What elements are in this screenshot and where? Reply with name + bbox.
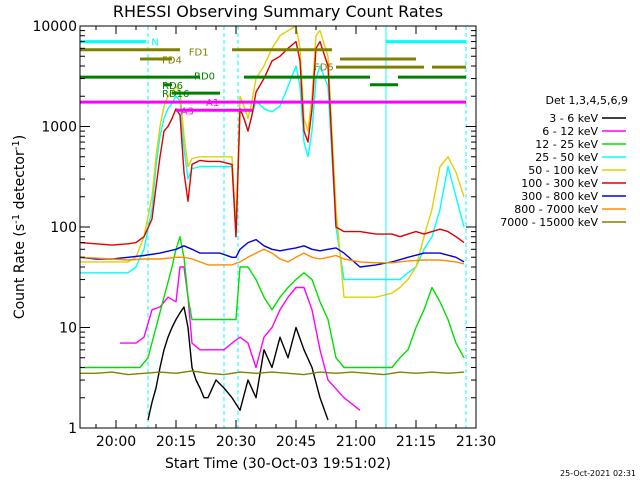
x-axis-label: Start Time (30-Oct-03 19:51:02) (165, 456, 391, 472)
legend-title: Det 1,3,4,5,6,9 (545, 94, 628, 107)
state-label-fd5: FD5 (314, 63, 334, 74)
series-line-1 (120, 266, 361, 411)
series-line-3 (80, 65, 465, 281)
state-label-fd1: FD1 (189, 47, 209, 58)
series-line-8 (80, 370, 465, 376)
y-tick-label-3: 1000 (41, 120, 77, 136)
state-label-fd4: FD4 (162, 55, 182, 66)
state-label-a1: A1 (206, 98, 219, 109)
timestamp: 25-Oct-2021 02:31 (560, 469, 636, 478)
y-tick-label-1: 10 (59, 321, 77, 337)
legend-label-3: 25 - 50 keV (535, 151, 598, 164)
state-label-rd16: RD16 (162, 89, 189, 100)
y-axis-label: Count Rate (s-1 detector-1) (11, 135, 29, 319)
legend-label-6: 300 - 800 keV (521, 190, 598, 203)
x-tick-label-3: 20:45 (276, 434, 316, 450)
series-line-6 (80, 238, 465, 268)
x-tick-label-0: 20:00 (96, 434, 136, 450)
y-axis-ticks: 1 10 100 1000 10000 (32, 19, 476, 437)
state-label-a3: A3 (181, 106, 194, 117)
state-label-n: N (151, 38, 158, 49)
series-line-5 (80, 40, 465, 246)
legend-label-8: 7000 - 15000 keV (500, 216, 598, 229)
x-tick-label-4: 21:00 (336, 434, 376, 450)
state-label-rd6: RD6 (162, 81, 183, 92)
x-tick-label-6: 21:30 (456, 434, 496, 450)
state-label-rd0: RD0 (194, 72, 215, 83)
y-tick-label-0: 1 (68, 421, 77, 437)
legend-label-2: 12 - 25 keV (535, 138, 598, 151)
y-tick-label-2: 100 (50, 220, 77, 236)
series-line-0 (147, 306, 329, 421)
chart-title: RHESSI Observing Summary Count Rates (113, 2, 443, 21)
x-tick-label-5: 21:15 (396, 434, 436, 450)
legend-label-0: 3 - 6 keV (549, 112, 598, 125)
attenuator-vertical-lines (147, 26, 467, 428)
y-tick-label-4: 10000 (32, 19, 77, 35)
x-tick-label-1: 20:15 (156, 434, 196, 450)
series-lines (80, 26, 465, 421)
x-axis-ticks: 20:00 20:15 20:30 20:45 21:00 21:15 21:30 (95, 26, 496, 450)
series-line-7 (80, 248, 465, 266)
series-line-2 (80, 235, 465, 369)
legend-label-7: 800 - 7000 keV (514, 203, 598, 216)
legend-label-1: 6 - 12 keV (542, 125, 598, 138)
legend-label-4: 50 - 100 keV (528, 164, 598, 177)
x-tick-label-2: 20:30 (216, 434, 256, 450)
legend-label-5: 100 - 300 keV (521, 177, 598, 190)
